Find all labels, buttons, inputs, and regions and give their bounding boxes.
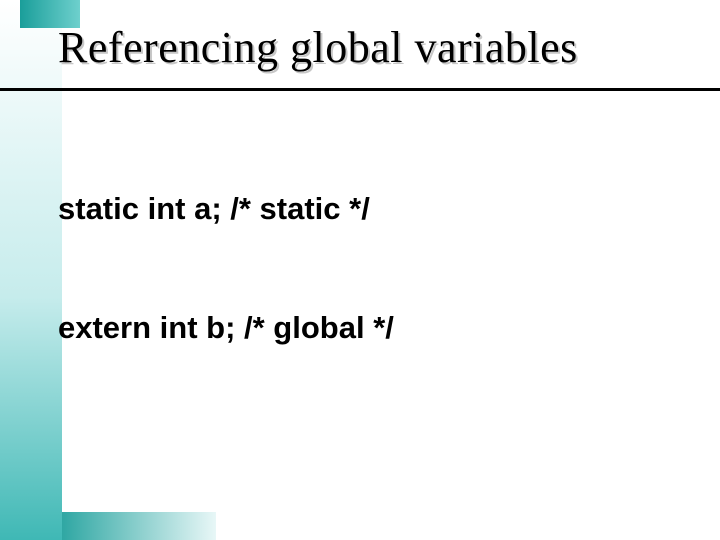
- title-underline: [0, 88, 720, 91]
- left-gradient-bar: [0, 0, 62, 540]
- code-blank-line: [58, 427, 678, 467]
- slide-title: Referencing global variables: [58, 22, 578, 73]
- code-line: extern int b; /* global */: [58, 308, 678, 348]
- slide: Referencing global variables static int …: [0, 0, 720, 540]
- code-block: static int a; /* static */ extern int b;…: [58, 110, 678, 540]
- code-line: static int a; /* static */: [58, 189, 678, 229]
- bottom-accent-bar: [62, 512, 216, 540]
